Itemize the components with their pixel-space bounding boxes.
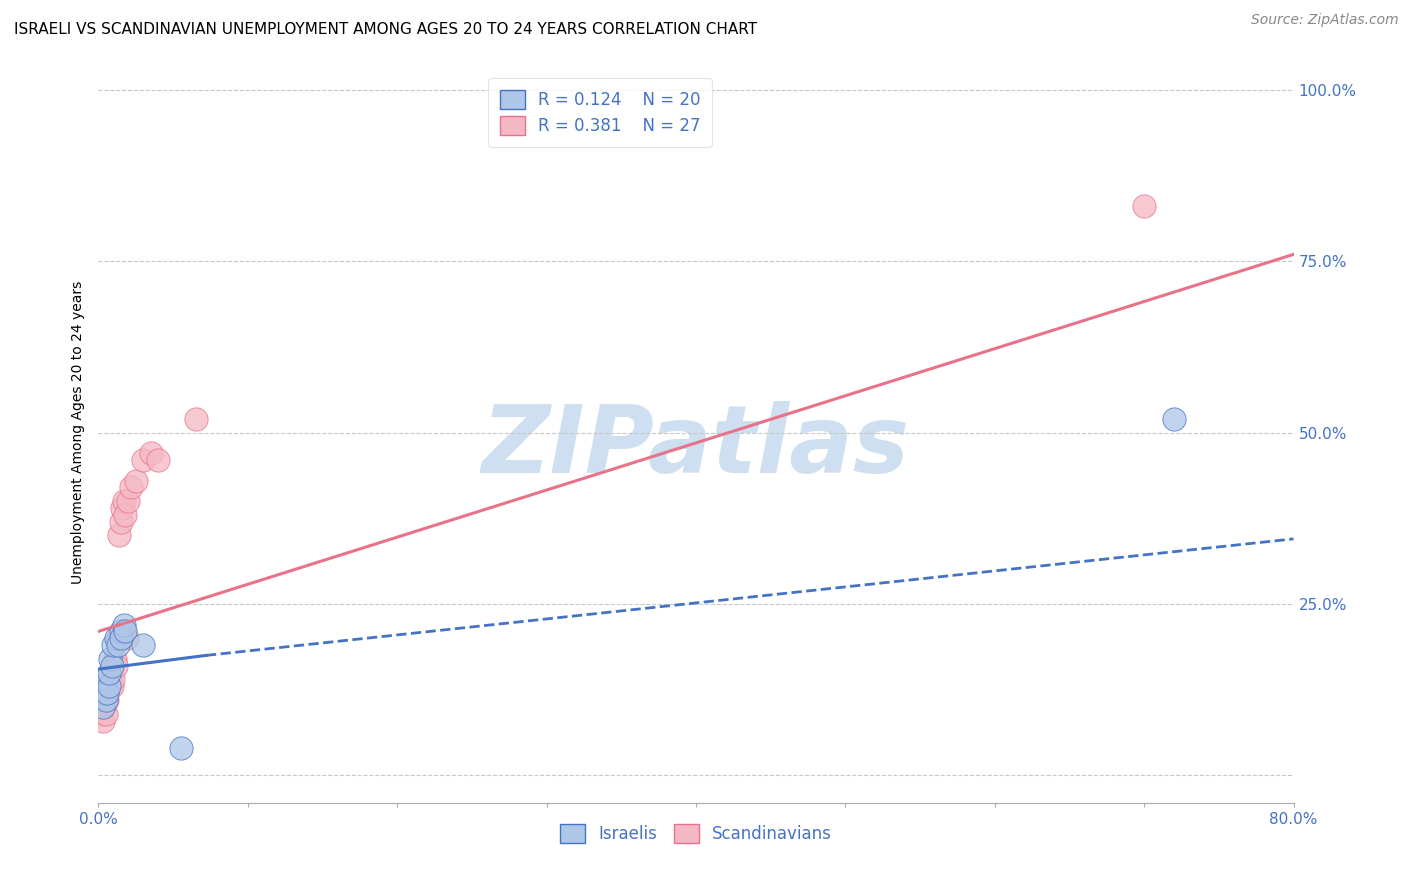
Point: [148, 453, 170, 467]
Point: [101, 679, 124, 693]
Point: [97, 679, 120, 693]
Text: ISRAELI VS SCANDINAVIAN UNEMPLOYMENT AMONG AGES 20 TO 24 YEARS CORRELATION CHART: ISRAELI VS SCANDINAVIAN UNEMPLOYMENT AMO…: [14, 22, 758, 37]
Point: [125, 474, 148, 488]
Point: [169, 741, 191, 756]
Point: [103, 673, 125, 687]
Point: [132, 453, 155, 467]
Point: [105, 658, 128, 673]
Point: [120, 480, 142, 494]
Point: [107, 632, 129, 646]
Point: [97, 679, 120, 693]
Point: [103, 638, 125, 652]
Point: [97, 665, 120, 680]
Point: [104, 652, 127, 666]
Point: [96, 686, 118, 700]
Point: [96, 686, 118, 700]
Point: [132, 638, 155, 652]
Point: [93, 686, 115, 700]
Legend: Israelis, Scandinavians: Israelis, Scandinavians: [554, 817, 838, 850]
Point: [1133, 199, 1156, 213]
Point: [110, 632, 132, 646]
Point: [98, 652, 122, 666]
Point: [94, 693, 117, 707]
Point: [115, 632, 138, 646]
Point: [1163, 412, 1185, 426]
Point: [90, 679, 112, 693]
Point: [108, 528, 131, 542]
Point: [96, 693, 118, 707]
Point: [117, 494, 139, 508]
Text: ZIPatlas: ZIPatlas: [482, 401, 910, 493]
Point: [107, 638, 129, 652]
Point: [114, 624, 136, 639]
Text: Source: ZipAtlas.com: Source: ZipAtlas.com: [1251, 13, 1399, 28]
Y-axis label: Unemployment Among Ages 20 to 24 years: Unemployment Among Ages 20 to 24 years: [70, 281, 84, 584]
Point: [114, 508, 136, 522]
Point: [110, 515, 132, 529]
Point: [91, 699, 114, 714]
Point: [98, 673, 122, 687]
Point: [94, 706, 117, 721]
Point: [139, 446, 162, 460]
Point: [112, 494, 135, 508]
Point: [101, 658, 124, 673]
Point: [112, 617, 135, 632]
Point: [91, 714, 114, 728]
Point: [90, 706, 112, 721]
Point: [110, 624, 132, 639]
Point: [111, 501, 134, 516]
Point: [93, 699, 115, 714]
Point: [105, 632, 128, 646]
Point: [94, 673, 117, 687]
Point: [184, 412, 207, 426]
